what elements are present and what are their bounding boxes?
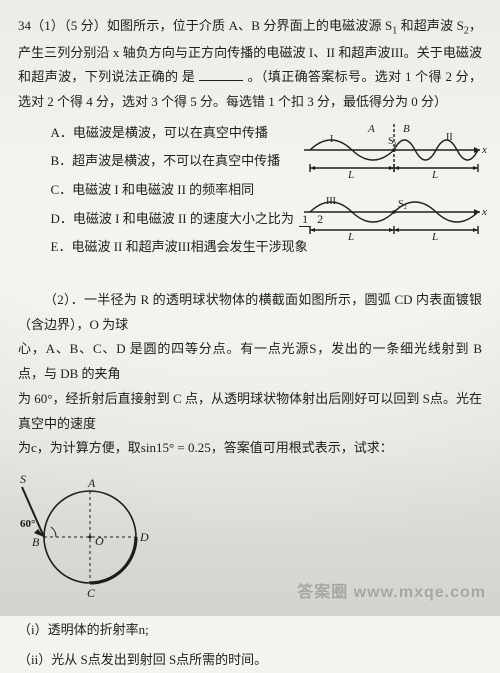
p2-l1: （2）．一半径为 R 的透明球状物体的横截面如图所示，圆弧 CD 内表面镀银（含… xyxy=(18,288,482,337)
wm-url: www.mxqe.com xyxy=(354,584,486,601)
blank xyxy=(199,70,243,82)
fig-label-II: II xyxy=(446,132,453,143)
p2-l4: 为c，为计算方便，取sin15° = 0.25，答案值可用根式表示，试求： xyxy=(18,436,482,461)
p2-qii: （ii）光从 S点发出到射回 S点所需的时间。 xyxy=(18,648,482,673)
fig-label-I: I xyxy=(330,134,333,145)
p1-l3a: 是 xyxy=(182,69,195,84)
fig-label-S2: S₂ xyxy=(398,199,407,210)
fig-axis-x2: x xyxy=(481,206,487,218)
p1-l4: 1 个扣 3 分，最低得分为 0 分） xyxy=(268,94,447,109)
fig-L4: L xyxy=(431,231,438,243)
p2-l3: 为 60°，经折射后直接射到 C 点，从透明球状物体射出后刚好可以回到 S点。光… xyxy=(18,387,482,436)
pt-A: A xyxy=(87,476,96,490)
pt-B: B xyxy=(32,535,40,549)
angle-60: 60° xyxy=(20,518,35,530)
wm-cn: 答案圈 xyxy=(297,584,348,601)
wave-figure: A B I S₁ II x L L III xyxy=(298,122,488,250)
p2-para: （2）．一半径为 R 的透明球状物体的横截面如图所示，圆弧 CD 内表面镀银（含… xyxy=(18,288,482,461)
p2-qi: （i）透明体的折射率n; xyxy=(18,618,482,643)
fig-label-III: III xyxy=(326,196,336,207)
fig-L1: L xyxy=(347,169,354,181)
pt-O: O xyxy=(95,534,104,548)
page: 34（1）（5 分）如图所示，位于介质 A、B 分界面上的电磁波源 S1 和超声… xyxy=(18,14,482,673)
pt-S: S xyxy=(20,472,26,486)
pt-C: C xyxy=(87,586,96,600)
pt-D: D xyxy=(139,530,149,544)
p1-para: 34（1）（5 分）如图所示，位于介质 A、B 分界面上的电磁波源 S1 和超声… xyxy=(18,14,482,115)
p1-l1a: 34（1）（5 分）如图所示，位于介质 A、B 分界面上的电磁波源 S xyxy=(18,18,392,33)
fig-axis-x1: x xyxy=(481,144,487,156)
fig-L2: L xyxy=(431,169,438,181)
fig-label-A: A xyxy=(367,123,375,135)
option-d-text: D．电磁波 I 和电磁波 II 的速度大小之比为 xyxy=(51,211,294,226)
watermark: 答案圈 www.mxqe.com xyxy=(297,578,486,608)
fig-label-S1: S₁ xyxy=(388,136,397,147)
fig-label-B: B xyxy=(403,123,410,135)
p2-l2: 心，A、B、C、D 是圆的四等分点。有一点光源S，发出的一条细光线射到 B 点，… xyxy=(18,337,482,386)
p1-l1b: 和超声波 S xyxy=(397,18,464,33)
fig-L3: L xyxy=(347,231,354,243)
